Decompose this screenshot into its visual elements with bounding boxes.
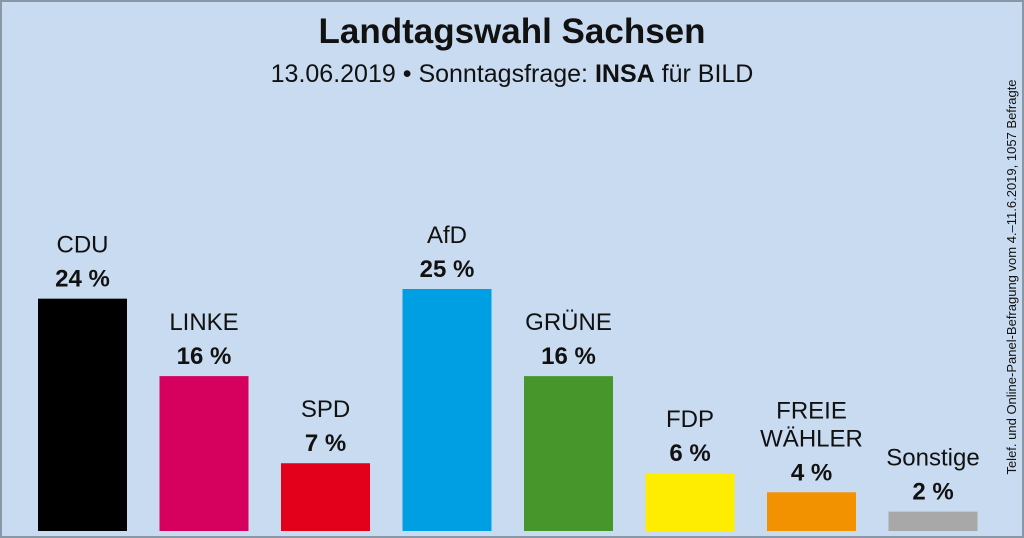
bar-gruene bbox=[524, 376, 613, 531]
value-label-afd: 25 % bbox=[420, 256, 475, 283]
bar-afd bbox=[402, 289, 492, 531]
subtitle-separator: • bbox=[402, 60, 412, 88]
value-label-fdp: 6 % bbox=[669, 440, 710, 467]
bar-fdp bbox=[645, 472, 735, 531]
value-label-freie-waehler: 4 % bbox=[791, 459, 832, 486]
bar-cdu bbox=[38, 298, 127, 531]
source-note: Telef. und Online-Panel-Befragung vom 4.… bbox=[1004, 79, 1019, 475]
category-label-spd: SPD bbox=[301, 396, 350, 423]
bar-spd bbox=[281, 463, 370, 531]
poll-type: Sonntagsfrage: bbox=[418, 60, 589, 88]
category-label-freie-waehler-line-1: FREIE bbox=[776, 397, 847, 424]
value-label-sonstige: 2 % bbox=[912, 479, 953, 506]
category-label-gruene: GRÜNE bbox=[525, 309, 612, 336]
category-label-linke: LINKE bbox=[169, 309, 238, 336]
value-label-spd: 7 % bbox=[305, 430, 346, 457]
bar-sonstige bbox=[888, 511, 978, 531]
category-label-sonstige: Sonstige bbox=[886, 445, 979, 472]
category-label-freie-waehler-line-2: WÄHLER bbox=[760, 425, 863, 452]
poll-date: 13.06.2019 bbox=[270, 60, 396, 88]
value-label-cdu: 24 % bbox=[55, 266, 110, 293]
bar-freie-waehler bbox=[767, 492, 856, 531]
category-label-fdp: FDP bbox=[666, 406, 714, 433]
category-label-afd: AfD bbox=[427, 222, 467, 249]
value-label-gruene: 16 % bbox=[541, 343, 596, 370]
client: für BILD bbox=[661, 60, 754, 88]
category-label-cdu: CDU bbox=[57, 232, 109, 259]
bar-linke bbox=[159, 376, 249, 531]
chart-title: Landtagswahl Sachsen bbox=[318, 12, 706, 51]
chart-subtitle: 13.06.2019 • Sonntagsfrage: INSA für BIL… bbox=[0, 60, 1024, 89]
pollster: INSA bbox=[594, 60, 655, 88]
value-label-linke: 16 % bbox=[177, 343, 232, 370]
